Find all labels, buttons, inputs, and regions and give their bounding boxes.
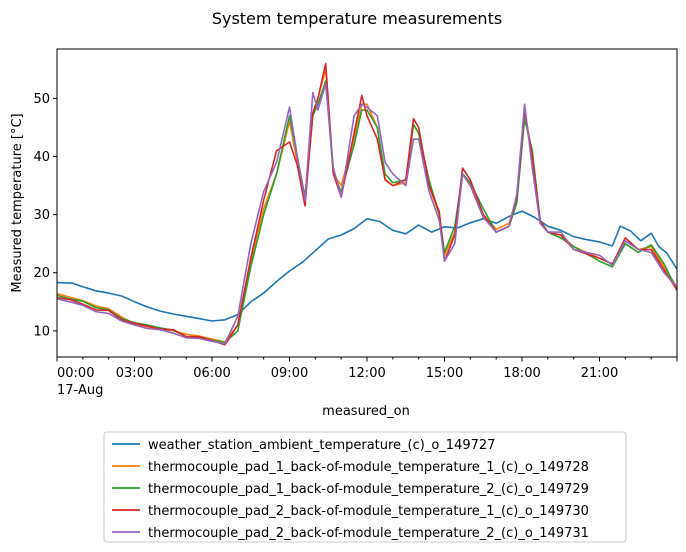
x-tick-sublabel: 17-Aug — [57, 383, 103, 398]
y-tick-label: 20 — [33, 266, 50, 281]
x-tick-label: 03:00 — [116, 366, 153, 381]
series-line-4 — [56, 62, 678, 346]
x-tick-label: 15:00 — [426, 366, 463, 381]
x-tick-label: 12:00 — [348, 366, 385, 381]
legend: weather_station_ambient_temperature_(c)_… — [103, 431, 627, 543]
x-axis-label: measured_on — [322, 404, 410, 419]
plot-frame — [56, 48, 678, 358]
legend-label: weather_station_ambient_temperature_(c)_… — [148, 438, 495, 453]
y-axis-label: Measured temperature [°C] — [10, 113, 25, 292]
legend-label: thermocouple_pad_1_back-of-module_temper… — [148, 460, 589, 475]
legend-label: thermocouple_pad_2_back-of-module_temper… — [148, 526, 589, 541]
y-tick-label: 10 — [33, 324, 50, 339]
plot-lines — [56, 62, 678, 346]
x-tick-label: 00:00 — [57, 366, 94, 381]
legend-frame — [103, 431, 627, 543]
x-tick-label: 21:00 — [581, 366, 618, 381]
x-tick-label: 18:00 — [503, 366, 540, 381]
x-axis: 00:00 17-Aug 03:00 06:00 09:00 12:00 15:00 18:0… — [56, 357, 678, 398]
y-tick-label: 40 — [33, 150, 50, 165]
y-tick-label: 50 — [33, 92, 50, 107]
legend-label: thermocouple_pad_1_back-of-module_temper… — [148, 482, 589, 497]
legend-label: thermocouple_pad_2_back-of-module_temper… — [148, 504, 589, 519]
x-tick-label: 09:00 — [271, 366, 308, 381]
y-axis: 10 20 30 40 50 — [33, 92, 57, 339]
series-line-1 — [56, 210, 678, 322]
chart-title: System temperature measurements — [212, 9, 502, 28]
series-line-3 — [56, 80, 678, 344]
y-tick-label: 30 — [33, 208, 50, 223]
series-line-5 — [56, 83, 678, 345]
x-tick-label: 06:00 — [193, 366, 230, 381]
